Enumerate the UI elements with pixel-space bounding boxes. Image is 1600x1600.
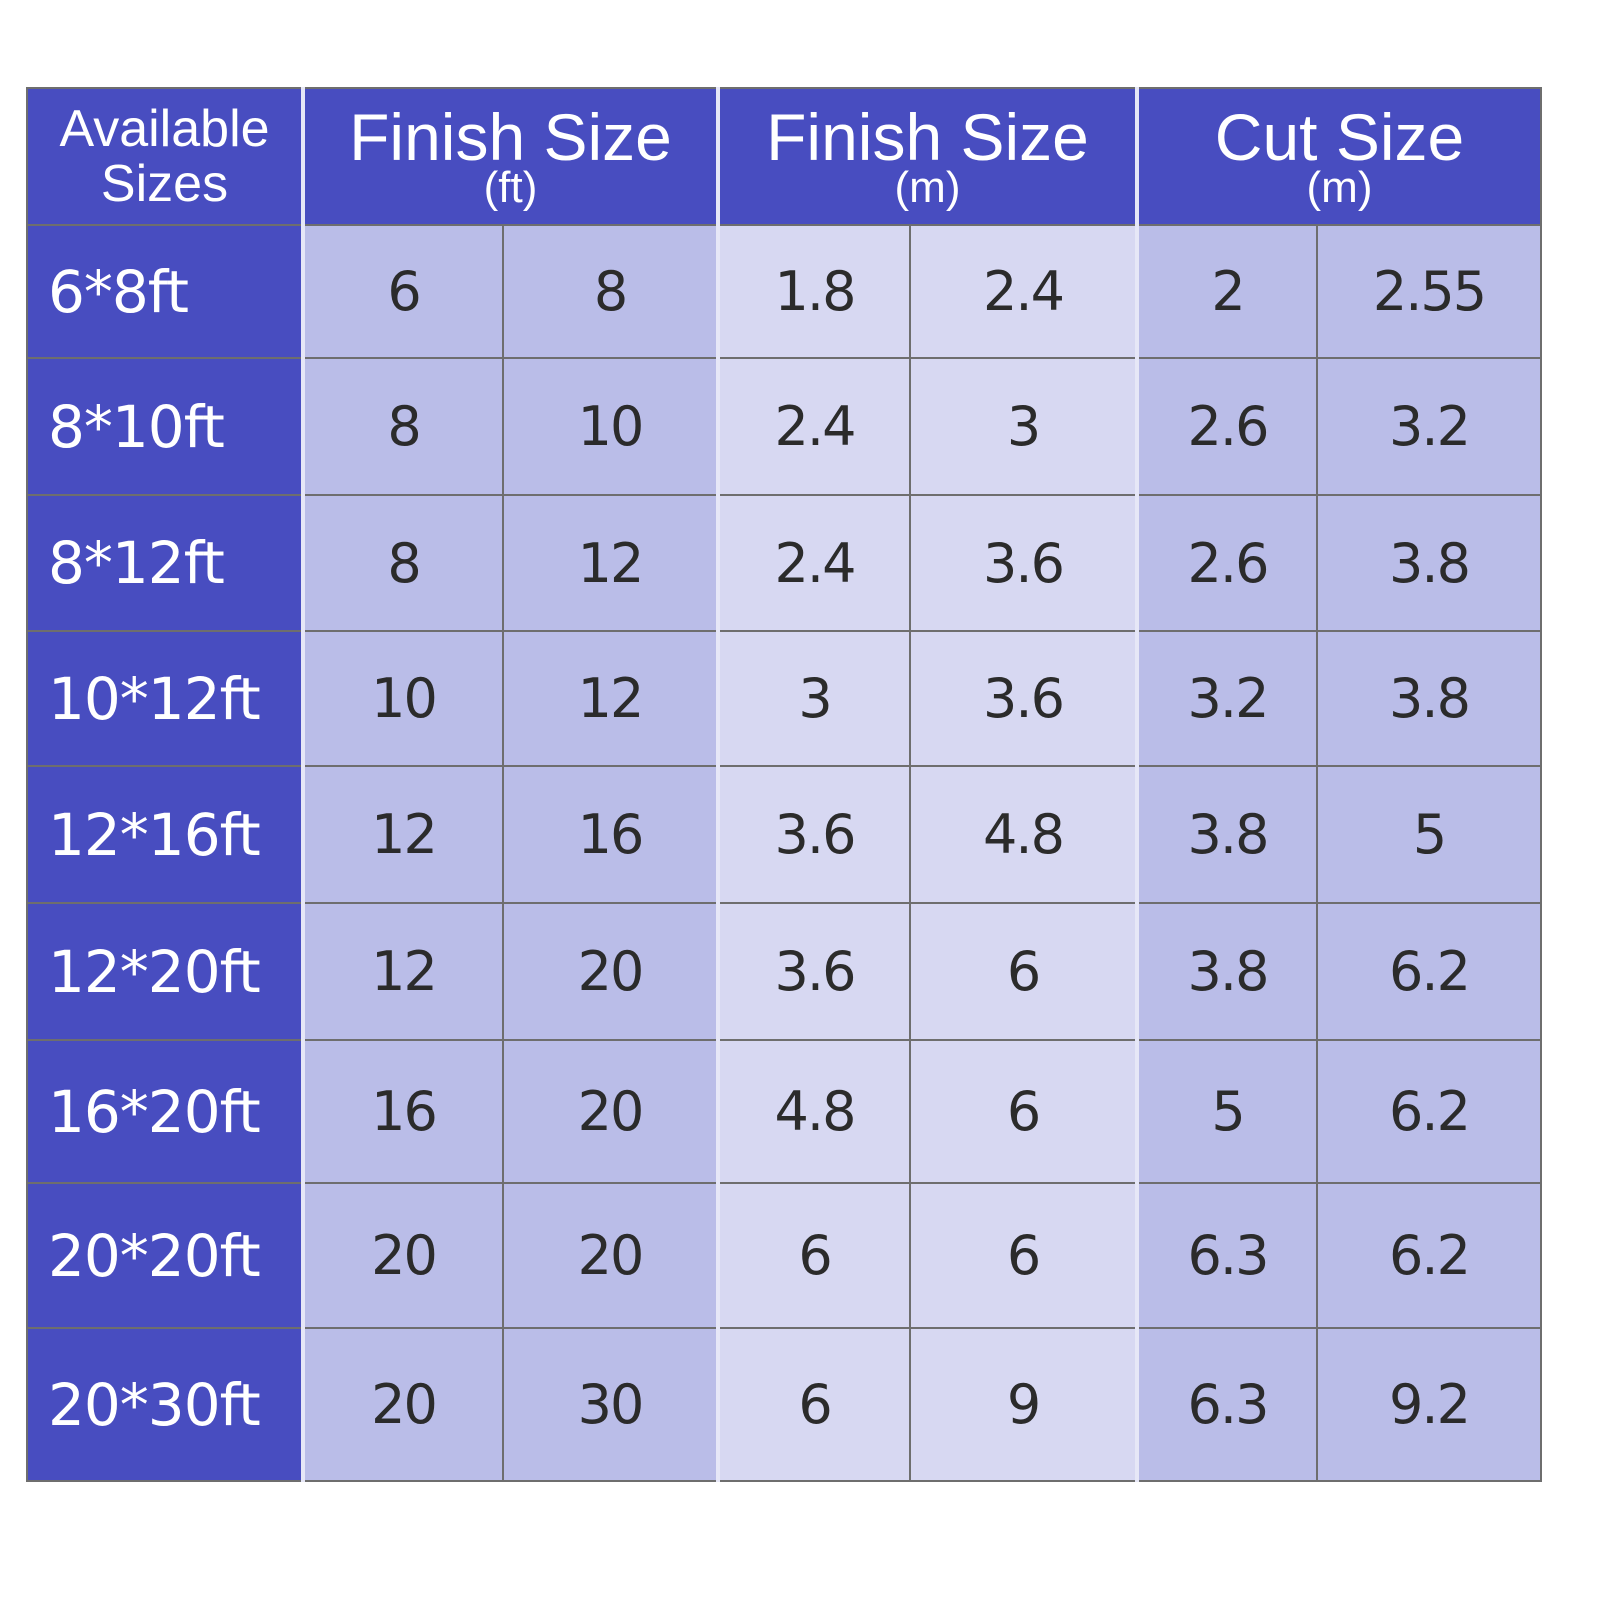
finish-m-width-cell: 2.4 — [716, 494, 911, 632]
finish-m-width-cell: 2.4 — [716, 357, 911, 496]
finish-m-width-cell: 3.6 — [716, 902, 911, 1041]
finish-m-length-cell: 9 — [909, 1327, 1138, 1482]
header-row: Available Sizes Finish Size (ft) Finish … — [27, 88, 1541, 225]
header-unit: (m) — [894, 162, 961, 212]
size-label-cell: 6*8ft — [27, 224, 305, 359]
cut-m-width-cell: 3.8 — [1135, 902, 1318, 1041]
cut-m-length-cell: 6.2 — [1316, 1039, 1542, 1184]
finish-m-length-cell: 6 — [909, 1039, 1138, 1184]
cut-m-width-cell: 6.3 — [1135, 1327, 1318, 1482]
table-row: 8*10ft 8 10 2.4 3 2.6 3.2 — [27, 357, 1542, 496]
table-row: 16*20ft 16 20 4.8 6 5 6.2 — [27, 1039, 1542, 1184]
cut-m-width-cell: 5 — [1135, 1039, 1318, 1184]
finish-m-width-cell: 4.8 — [716, 1039, 911, 1184]
finish-ft-length-cell: 30 — [502, 1327, 719, 1482]
finish-ft-width-cell: 6 — [302, 224, 504, 359]
finish-m-length-cell: 3.6 — [909, 494, 1138, 632]
header-available-sizes: Available Sizes — [27, 88, 303, 225]
finish-m-length-cell: 6 — [909, 902, 1138, 1041]
cut-m-length-cell: 9.2 — [1316, 1327, 1542, 1482]
header-cut-size-m: Cut Size (m) — [1135, 88, 1541, 225]
cut-m-length-cell: 6.2 — [1316, 902, 1542, 1041]
table-row: 6*8ft 6 8 1.8 2.4 2 2.55 — [27, 224, 1542, 359]
finish-m-width-cell: 6 — [716, 1182, 911, 1329]
size-label-cell: 8*12ft — [27, 494, 305, 632]
finish-ft-length-cell: 12 — [502, 494, 719, 632]
table-row: 12*16ft 12 16 3.6 4.8 3.8 5 — [27, 765, 1542, 904]
finish-ft-length-cell: 20 — [502, 1039, 719, 1184]
finish-ft-width-cell: 12 — [302, 902, 504, 1041]
table-row: 20*30ft 20 30 6 9 6.3 9.2 — [27, 1327, 1542, 1482]
cut-m-width-cell: 2.6 — [1135, 357, 1318, 496]
cut-m-length-cell: 6.2 — [1316, 1182, 1542, 1329]
size-chart-table: Available Sizes Finish Size (ft) Finish … — [26, 87, 1542, 1482]
cut-m-width-cell: 3.2 — [1135, 630, 1318, 767]
cut-m-length-cell: 3.8 — [1316, 630, 1542, 767]
header-title: Finish Size — [349, 99, 672, 174]
size-label-cell: 8*10ft — [27, 357, 305, 496]
finish-m-width-cell: 3 — [716, 630, 911, 767]
table-row: 20*20ft 20 20 6 6 6.3 6.2 — [27, 1182, 1542, 1329]
header-finish-size-m: Finish Size (m) — [716, 88, 1137, 225]
finish-m-length-cell: 6 — [909, 1182, 1138, 1329]
finish-ft-width-cell: 8 — [302, 494, 504, 632]
finish-m-length-cell: 3.6 — [909, 630, 1138, 767]
cut-m-length-cell: 3.2 — [1316, 357, 1542, 496]
header-title: Cut Size — [1214, 99, 1465, 174]
table-row: 8*12ft 8 12 2.4 3.6 2.6 3.8 — [27, 494, 1542, 632]
cut-m-length-cell: 2.55 — [1316, 224, 1542, 359]
size-label-cell: 10*12ft — [27, 630, 305, 767]
finish-ft-length-cell: 20 — [502, 1182, 719, 1329]
cut-m-width-cell: 2.6 — [1135, 494, 1318, 632]
cut-m-length-cell: 3.8 — [1316, 494, 1542, 632]
finish-ft-width-cell: 8 — [302, 357, 504, 496]
size-label-cell: 16*20ft — [27, 1039, 305, 1184]
header-unit: (m) — [1306, 162, 1373, 212]
finish-m-length-cell: 4.8 — [909, 765, 1138, 904]
finish-ft-length-cell: 16 — [502, 765, 719, 904]
finish-ft-width-cell: 20 — [302, 1327, 504, 1482]
size-label-cell: 20*30ft — [27, 1327, 305, 1482]
finish-ft-width-cell: 16 — [302, 1039, 504, 1184]
cut-m-width-cell: 3.8 — [1135, 765, 1318, 904]
table-row: 12*20ft 12 20 3.6 6 3.8 6.2 — [27, 902, 1542, 1041]
header-title: Finish Size — [766, 99, 1089, 174]
table-row: 10*12ft 10 12 3 3.6 3.2 3.8 — [27, 630, 1542, 767]
finish-ft-width-cell: 20 — [302, 1182, 504, 1329]
finish-m-length-cell: 3 — [909, 357, 1138, 496]
size-label-cell: 20*20ft — [27, 1182, 305, 1329]
finish-ft-length-cell: 20 — [502, 902, 719, 1041]
finish-m-width-cell: 6 — [716, 1327, 911, 1482]
cut-m-length-cell: 5 — [1316, 765, 1542, 904]
cut-m-width-cell: 6.3 — [1135, 1182, 1318, 1329]
finish-ft-width-cell: 12 — [302, 765, 504, 904]
cut-m-width-cell: 2 — [1135, 224, 1318, 359]
header-finish-size-ft: Finish Size (ft) — [301, 88, 718, 225]
finish-ft-length-cell: 10 — [502, 357, 719, 496]
size-label-cell: 12*20ft — [27, 902, 305, 1041]
size-label-cell: 12*16ft — [27, 765, 305, 904]
finish-m-length-cell: 2.4 — [909, 224, 1138, 359]
finish-m-width-cell: 1.8 — [716, 224, 911, 359]
finish-ft-width-cell: 10 — [302, 630, 504, 767]
header-unit: (ft) — [483, 162, 538, 212]
finish-ft-length-cell: 8 — [502, 224, 719, 359]
finish-ft-length-cell: 12 — [502, 630, 719, 767]
finish-m-width-cell: 3.6 — [716, 765, 911, 904]
